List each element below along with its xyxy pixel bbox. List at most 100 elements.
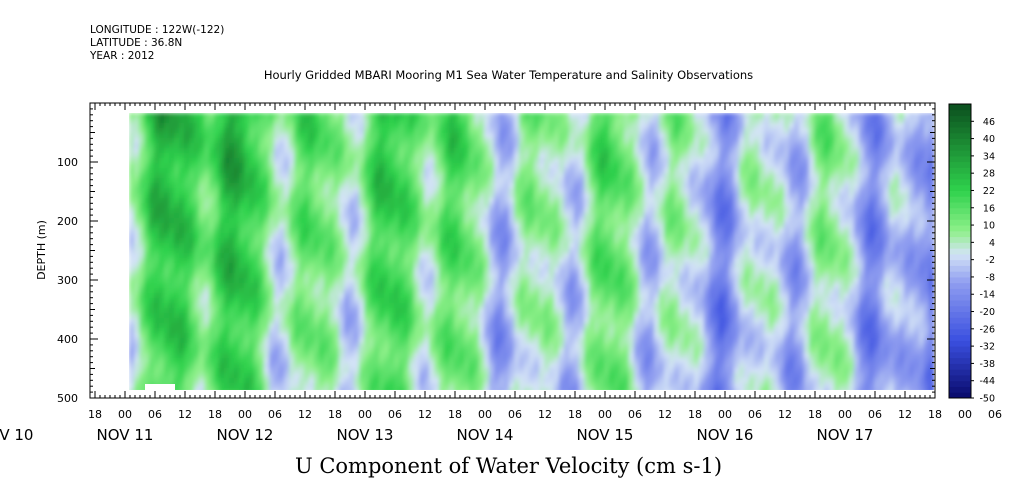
heatmap-cell (494, 143, 500, 149)
heatmap-cell (534, 148, 540, 154)
heatmap-cell (869, 193, 875, 199)
heatmap-cell (519, 133, 525, 139)
heatmap-cell (904, 213, 910, 219)
heatmap-cell (169, 193, 175, 199)
heatmap-cell (754, 133, 760, 139)
heatmap-cell (714, 198, 720, 204)
heatmap-cell (634, 243, 640, 249)
heatmap-cell (179, 113, 185, 119)
heatmap-cell (384, 258, 390, 264)
heatmap-cell (234, 223, 240, 229)
heatmap-cell (344, 188, 350, 194)
heatmap-cell (409, 113, 415, 119)
heatmap-cell (839, 143, 845, 149)
heatmap-cell (559, 158, 565, 164)
heatmap-cell (199, 188, 205, 194)
heatmap-cell (924, 198, 930, 204)
heatmap-cell (839, 253, 845, 259)
heatmap-cell (234, 158, 240, 164)
heatmap-cell (904, 183, 910, 189)
heatmap-cell (209, 163, 215, 169)
heatmap-cell (584, 178, 590, 184)
heatmap-cell (664, 188, 670, 194)
heatmap-cell (314, 133, 320, 139)
heatmap-cell (589, 183, 595, 189)
heatmap-cell (514, 128, 520, 134)
heatmap-cell (184, 253, 190, 259)
heatmap-cell (859, 173, 865, 179)
heatmap-cell (134, 168, 140, 174)
heatmap-cell (354, 233, 360, 239)
heatmap-cell (529, 183, 535, 189)
heatmap-cell (489, 198, 495, 204)
heatmap-cell (504, 183, 510, 189)
heatmap-cell (899, 143, 905, 149)
heatmap-cell (889, 223, 895, 229)
heatmap-cell (639, 238, 645, 244)
heatmap-cell (149, 263, 155, 269)
heatmap-cell (529, 208, 535, 214)
heatmap-cell (329, 233, 335, 239)
heatmap-cell (479, 233, 485, 239)
heatmap-cell (524, 143, 530, 149)
heatmap-cell (139, 198, 145, 204)
heatmap-cell (829, 243, 835, 249)
heatmap-cell (709, 263, 715, 269)
heatmap-cell (229, 193, 235, 199)
heatmap-cell (914, 158, 920, 164)
heatmap-cell (159, 263, 165, 269)
heatmap-cell (249, 203, 255, 209)
heatmap-cell (794, 133, 800, 139)
heatmap-cell (674, 248, 680, 254)
heatmap-cell (894, 178, 900, 184)
heatmap-cell (649, 238, 655, 244)
heatmap-cell (844, 188, 850, 194)
heatmap-cell (674, 213, 680, 219)
heatmap-cell (739, 248, 745, 254)
heatmap-cell (134, 228, 140, 234)
heatmap-cell (759, 163, 765, 169)
heatmap-cell (824, 148, 830, 154)
heatmap-cell (389, 173, 395, 179)
heatmap-cell (384, 118, 390, 124)
heatmap-cell (549, 143, 555, 149)
heatmap-cell (549, 263, 555, 269)
heatmap-cell (229, 258, 235, 264)
heatmap-cell (254, 243, 260, 249)
heatmap-cell (534, 173, 540, 179)
heatmap-cell (134, 238, 140, 244)
heatmap-cell (754, 188, 760, 194)
heatmap-cell (679, 213, 685, 219)
heatmap-cell (284, 143, 290, 149)
heatmap-cell (444, 178, 450, 184)
heatmap-cell (319, 193, 325, 199)
heatmap-cell (649, 158, 655, 164)
heatmap-cell (674, 198, 680, 204)
heatmap-cell (344, 158, 350, 164)
heatmap-cell (314, 263, 320, 269)
heatmap-cell (839, 153, 845, 159)
heatmap-cell (449, 258, 455, 264)
heatmap-cell (534, 193, 540, 199)
heatmap-cell (384, 253, 390, 259)
heatmap-cell (634, 183, 640, 189)
heatmap-cell (699, 218, 705, 224)
heatmap-cell (404, 123, 410, 129)
heatmap-cell (829, 123, 835, 129)
heatmap-cell (789, 168, 795, 174)
heatmap-cell (604, 263, 610, 269)
heatmap-cell (374, 263, 380, 269)
heatmap-cell (899, 223, 905, 229)
heatmap-cell (684, 128, 690, 134)
heatmap-cell (929, 163, 934, 169)
heatmap-cell (704, 138, 710, 144)
heatmap-cell (629, 243, 635, 249)
heatmap-cell (134, 268, 140, 274)
heatmap-cell (784, 223, 790, 229)
heatmap-cell (524, 223, 530, 229)
heatmap-cell (439, 163, 445, 169)
heatmap-cell (904, 143, 910, 149)
heatmap-cell (264, 138, 270, 144)
heatmap-cell (554, 123, 560, 129)
heatmap-cell (129, 243, 135, 249)
